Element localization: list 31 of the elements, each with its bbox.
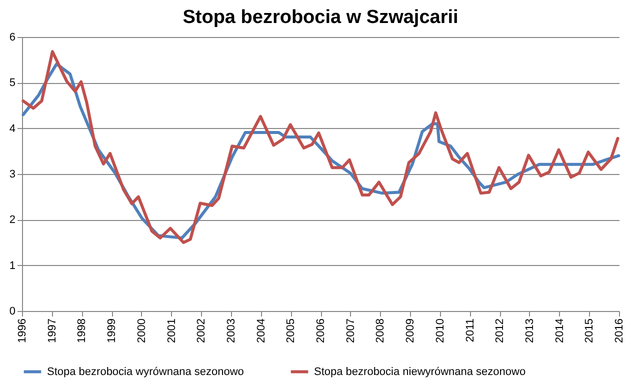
x-tick-label: 1996 bbox=[16, 318, 28, 343]
y-tick-label: 1 bbox=[9, 260, 16, 272]
x-tick-label: 2016 bbox=[614, 318, 626, 343]
y-tick-label: 4 bbox=[9, 122, 16, 135]
x-tick-label: 2011 bbox=[464, 318, 476, 342]
x-tick-label: 2002 bbox=[196, 318, 208, 343]
x-tick-label: 2012 bbox=[494, 318, 506, 343]
y-tick-label: 3 bbox=[9, 168, 16, 180]
x-tick-label: 1999 bbox=[106, 318, 118, 343]
y-tick-label: 5 bbox=[9, 77, 16, 90]
y-tick-label: 2 bbox=[9, 214, 16, 226]
y-tick-label: 6 bbox=[9, 32, 16, 44]
x-tick-label: 2004 bbox=[255, 318, 268, 343]
x-tick-label: 2010 bbox=[434, 318, 446, 343]
x-tick-label: 2013 bbox=[524, 318, 536, 343]
x-tick-label: 2015 bbox=[584, 318, 596, 343]
x-tick-label: 1998 bbox=[76, 318, 88, 343]
x-tick-label: 2009 bbox=[404, 318, 417, 343]
x-tick-label: 2001 bbox=[166, 318, 178, 343]
x-tick-label: 2007 bbox=[344, 318, 357, 343]
x-tick-label: 2014 bbox=[554, 318, 566, 343]
legend-label: Stopa bezrobocia niewyrównana sezonowo bbox=[314, 366, 526, 378]
x-tick-label: 2003 bbox=[225, 318, 238, 343]
x-tick-label: 2008 bbox=[374, 318, 387, 343]
x-tick-label: 2005 bbox=[285, 318, 298, 343]
legend-label: Stopa bezrobocia wyrównana sezonowo bbox=[47, 366, 244, 378]
x-tick-label: 2006 bbox=[315, 318, 327, 343]
x-tick-label: 1997 bbox=[46, 318, 58, 343]
chart-title: Stopa bezrobocia w Szwajcarii bbox=[182, 7, 458, 28]
x-tick-label: 2000 bbox=[136, 318, 148, 343]
y-tick-label: 0 bbox=[9, 306, 16, 318]
